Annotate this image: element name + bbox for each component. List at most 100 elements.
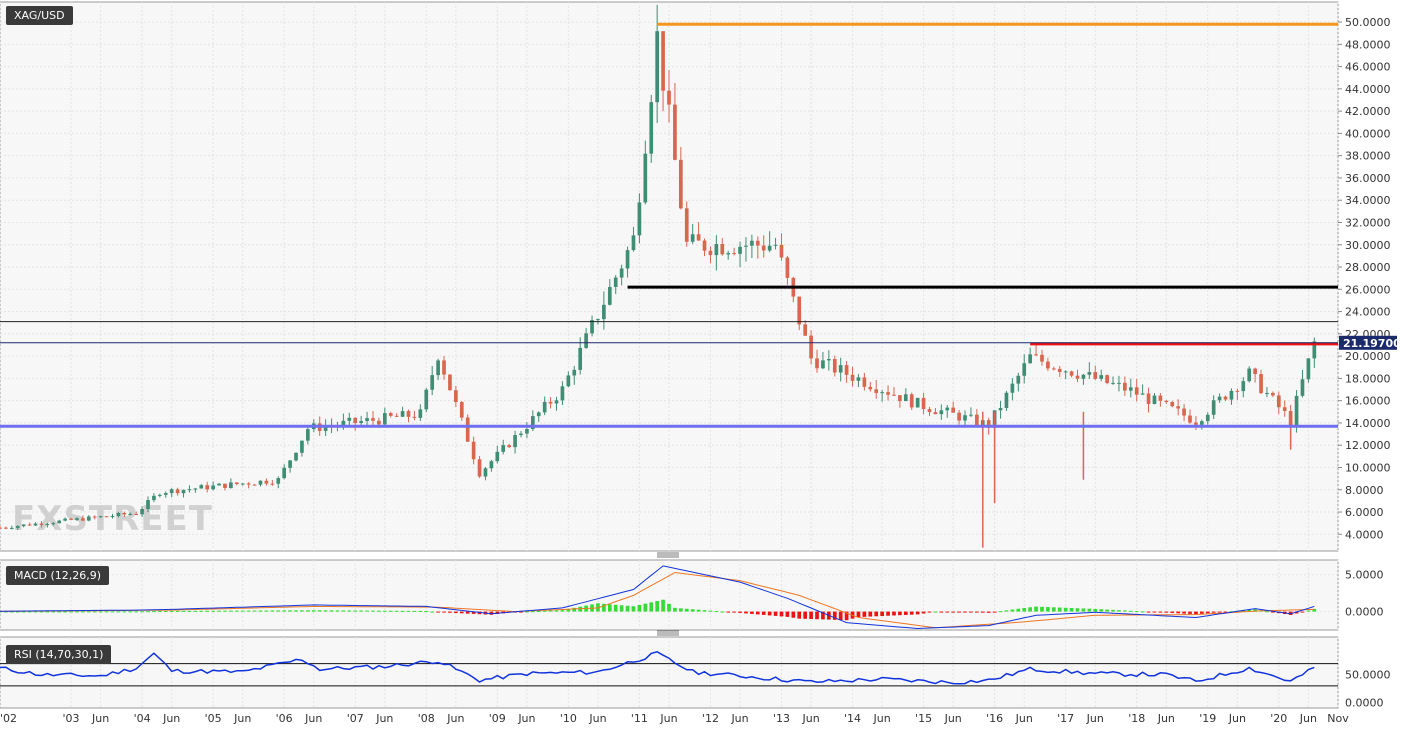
candle-body [708, 250, 713, 256]
macd-bar [1182, 611, 1186, 614]
candle-body [341, 420, 346, 426]
candle-body [1128, 387, 1133, 391]
candle-body [140, 508, 144, 515]
macd-bar [815, 611, 819, 620]
macd-bar [223, 610, 227, 612]
macd-bar [1063, 607, 1068, 612]
candle-body [217, 483, 221, 486]
x-tick-label: Jun [233, 712, 251, 725]
x-tick-label: Jun [91, 712, 109, 725]
candle-body [1205, 414, 1210, 422]
candle-body [584, 333, 588, 348]
candle-body [850, 374, 855, 381]
candle-body [767, 245, 772, 251]
candle-body [294, 452, 298, 461]
macd-bar [436, 611, 440, 613]
macd-bar [1188, 611, 1192, 614]
candle-body [880, 392, 884, 394]
candle-body [1010, 383, 1015, 393]
candle-body [1117, 382, 1121, 384]
macd-bar [1140, 611, 1145, 613]
macd-bar [684, 608, 689, 612]
macd-bar [92, 611, 97, 613]
macd-label: MACD (12,26,9) [6, 566, 110, 585]
macd-bar [1028, 607, 1032, 612]
candle-body [809, 335, 813, 359]
candle-body [104, 516, 109, 518]
macd-bar [909, 611, 914, 615]
candle-body [1081, 374, 1086, 379]
y-tick-label: 46.0000 [1345, 61, 1391, 74]
candle-body [868, 386, 873, 390]
candle-body [412, 416, 417, 418]
candle-body [755, 240, 760, 246]
macd-bar [874, 611, 879, 617]
candle-body [1099, 375, 1104, 379]
candle-body [732, 253, 736, 255]
macd-bar [1046, 607, 1050, 612]
candle-body [1241, 381, 1246, 392]
macd-bar [702, 610, 707, 612]
x-tick-label: Jun [162, 712, 180, 725]
y-tick-label: 38.0000 [1345, 150, 1391, 163]
y-tick-label: 44.0000 [1345, 83, 1391, 96]
candle-body [892, 394, 896, 396]
candle-body [619, 268, 624, 278]
macd-bar [779, 611, 784, 617]
macd-bar [720, 611, 725, 613]
macd-bar [459, 611, 464, 614]
candle-body [951, 407, 956, 413]
macd-bar [714, 611, 719, 613]
macd-bar [1016, 608, 1021, 612]
candle-body [827, 359, 831, 361]
macd-bar [803, 611, 808, 619]
macd-bar [525, 611, 529, 613]
candle-body [815, 358, 819, 369]
y-tick-label: 32.0000 [1345, 216, 1391, 229]
macd-bar [359, 610, 363, 612]
macd-bar [347, 610, 352, 612]
macd-bar [229, 610, 233, 612]
candle-body [110, 516, 115, 518]
macd-bar [1164, 611, 1169, 613]
macd-bar [1158, 611, 1163, 613]
candle-body [969, 414, 973, 416]
macd-bar [246, 610, 251, 612]
macd-bar [975, 611, 979, 613]
rsi-line [0, 650, 1315, 685]
macd-bar [661, 599, 665, 612]
macd-bar [217, 610, 221, 612]
candles [0, 4, 1317, 530]
macd-bar [708, 610, 713, 612]
candle-body [175, 489, 180, 494]
candle-body [1223, 396, 1228, 400]
macd-bar [211, 610, 215, 612]
macd-bar [1265, 611, 1269, 613]
x-tick-label: '16 [986, 712, 1003, 725]
macd-bar [21, 611, 26, 613]
macd-bar [465, 611, 470, 614]
macd-bar [335, 610, 340, 612]
candle-body [975, 414, 979, 426]
macd-bar [122, 611, 127, 613]
candle-body [205, 485, 210, 490]
candle-body [655, 31, 659, 103]
y-tick-label: 48.0000 [1345, 38, 1391, 51]
candle-body [1271, 392, 1275, 396]
candle-body [1051, 368, 1056, 370]
candle-body [596, 319, 600, 321]
y-tick-label: 42.0000 [1345, 105, 1391, 118]
macd-bar [199, 610, 204, 612]
y-tick-label: 8.0000 [1345, 484, 1384, 497]
x-tick-label: '15 [915, 712, 932, 725]
candle-body [1265, 392, 1269, 394]
macd-bar [276, 610, 281, 612]
macd-bar [951, 611, 956, 613]
candle-body [21, 524, 26, 527]
x-tick-label: Jun [1015, 712, 1033, 725]
macd-bar [152, 611, 156, 613]
macd-bar [1105, 609, 1109, 612]
candle-body [81, 518, 85, 521]
price-tag [1339, 335, 1397, 350]
